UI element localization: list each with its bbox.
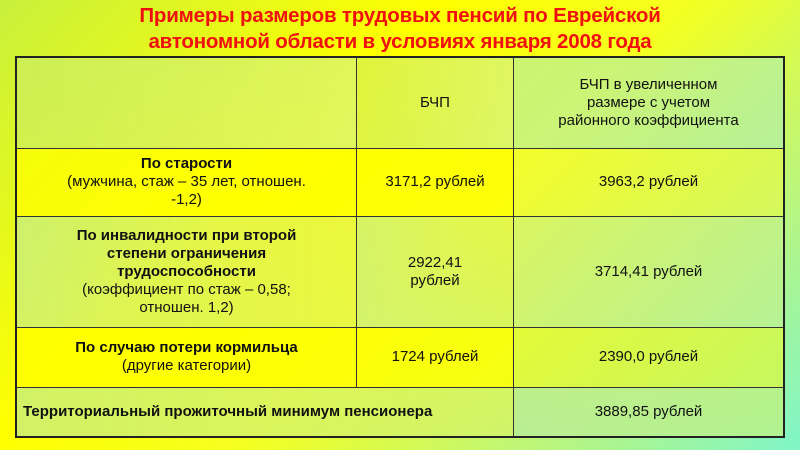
row-label: По старости <box>140 155 233 173</box>
table-row: По инвалидности при второй степени огран… <box>15 216 785 329</box>
row-label-cell: По случаю потери кормильца (другие катего… <box>15 327 357 388</box>
row-label-cell: По старости (мужчина, стаж – 35 лет, отно… <box>15 147 357 218</box>
bchp-value: 3171,2 рублей <box>356 147 514 218</box>
header-bchp-rk-text: БЧП в увеличенном размере с учетом район… <box>558 75 739 129</box>
footer-label: Территориальный прожиточный минимум пенс… <box>23 402 433 420</box>
footer-value: 3889,85 рублей <box>513 386 785 438</box>
table-row: По старости (мужчина, стаж – 35 лет, отно… <box>15 147 785 218</box>
bchp-rk-value: 3963,2 рублей <box>513 147 785 218</box>
pension-table: БЧП БЧП в увеличенном размере с учетом р… <box>15 56 785 438</box>
header-bchp: БЧП <box>356 56 514 149</box>
row-note: (другие категории) <box>121 357 252 375</box>
title-line-2: автономной области в условиях января 200… <box>148 30 652 53</box>
row-label: По инвалидности при второй степени огран… <box>76 227 297 281</box>
row-note: (коэффициент по стаж – 0,58; отношен. 1,… <box>82 281 291 317</box>
bchp-value: 2922,41 рублей <box>407 254 463 290</box>
row-label: По случаю потери кормильца <box>75 339 298 357</box>
bchp-value-cell: 2922,41 рублей <box>356 216 514 329</box>
footer-label-cell: Территориальный прожиточный минимум пенс… <box>15 386 514 438</box>
row-note: (мужчина, стаж – 35 лет, отношен. -1,2) <box>67 173 306 209</box>
title-line-1: Примеры размеров трудовых пенсий по Евре… <box>139 4 661 27</box>
bchp-rk-value: 2390,0 рублей <box>513 327 785 388</box>
table-footer-row: Территориальный прожиточный минимум пенс… <box>15 386 785 438</box>
bchp-rk-value: 3714,41 рублей <box>513 216 785 329</box>
header-bchp-rk: БЧП в увеличенном размере с учетом район… <box>513 56 785 149</box>
table-header-row: БЧП БЧП в увеличенном размере с учетом р… <box>15 56 785 149</box>
table-row: По случаю потери кормильца (другие катего… <box>15 327 785 388</box>
header-empty <box>15 56 357 149</box>
slide-title: Примеры размеров трудовых пенсий по Евре… <box>0 3 800 55</box>
bchp-value: 1724 рублей <box>356 327 514 388</box>
row-label-cell: По инвалидности при второй степени огран… <box>15 216 357 329</box>
